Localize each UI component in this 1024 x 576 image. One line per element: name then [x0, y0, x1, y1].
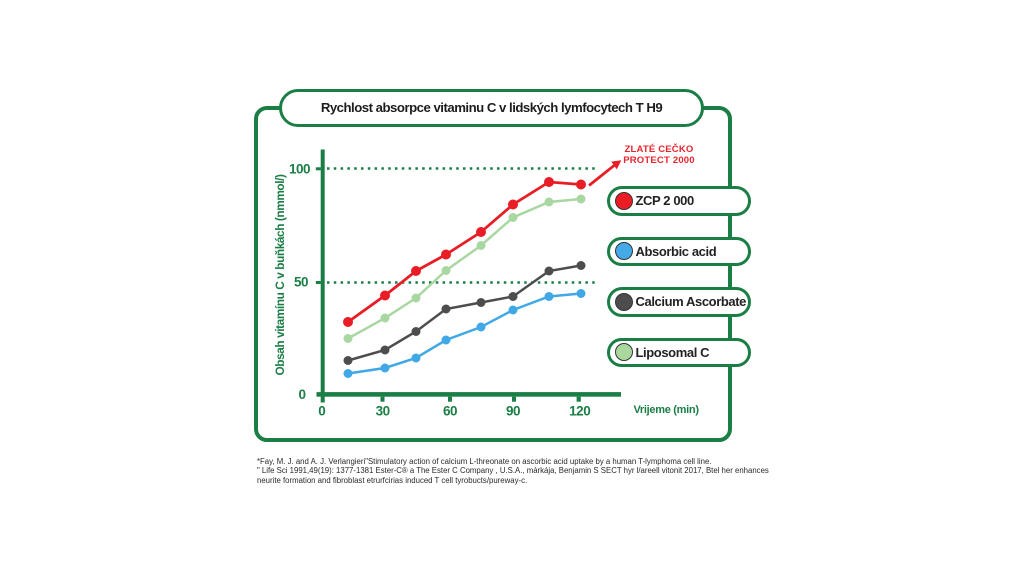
- svg-text:0: 0: [318, 403, 325, 418]
- svg-text:Obsah vitamínu C v buňkách (nm: Obsah vitamínu C v buňkách (nmmol/): [273, 174, 287, 375]
- svg-text:90: 90: [506, 403, 520, 418]
- svg-text:0: 0: [298, 387, 305, 402]
- svg-text:Vrijeme (min): Vrijeme (min): [634, 404, 700, 416]
- svg-text:120: 120: [569, 403, 590, 418]
- svg-text:30: 30: [376, 403, 390, 418]
- svg-text:100: 100: [289, 162, 310, 177]
- svg-text:60: 60: [443, 403, 457, 418]
- svg-text:50: 50: [294, 275, 308, 290]
